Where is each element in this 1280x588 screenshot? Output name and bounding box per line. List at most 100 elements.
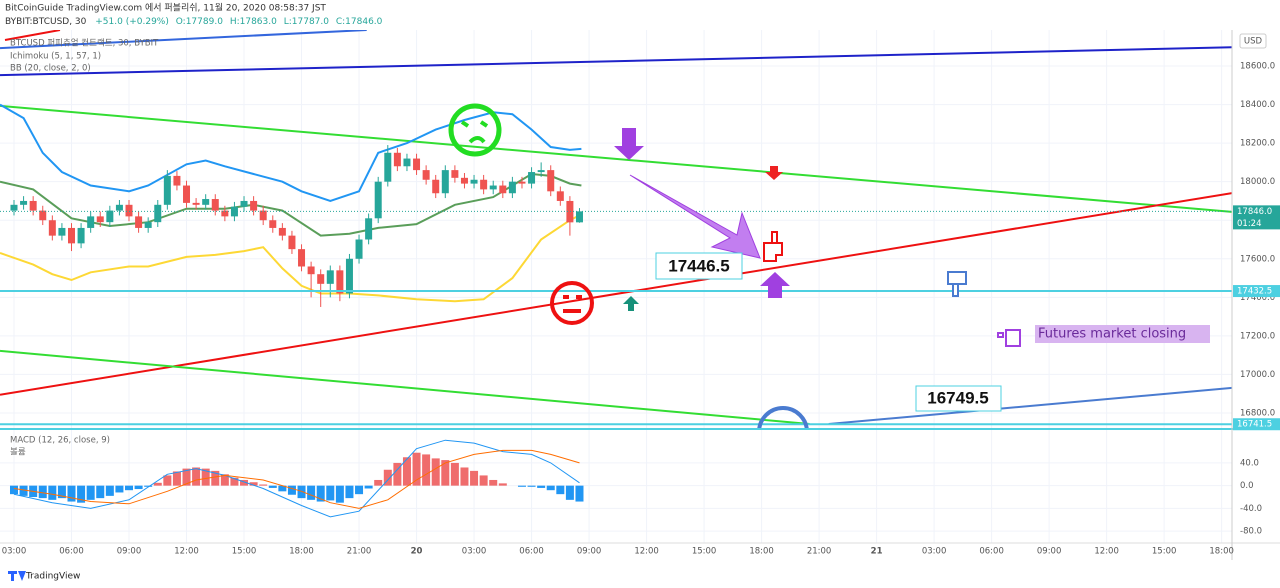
trend-line	[0, 46, 1232, 77]
trend-line	[4, 30, 61, 41]
candle-body	[451, 170, 459, 178]
candle-body	[499, 185, 507, 194]
candle-body	[250, 200, 258, 211]
histogram-bar	[374, 479, 383, 486]
histogram-bar	[220, 474, 229, 486]
x-tick-label: 21:00	[807, 547, 832, 557]
drawings: 17446.5 16749.5 Futures market closing	[448, 103, 1210, 428]
price-label-box	[1233, 418, 1280, 431]
candle-body	[307, 266, 315, 275]
y-tick-label: 17600.0	[1240, 254, 1275, 264]
x-tick-label: 03:00	[2, 547, 27, 557]
change: +51.0 (+0.29%)	[95, 17, 169, 27]
y-tick-label: 18400.0	[1240, 100, 1275, 110]
candle-body	[566, 200, 574, 223]
candle-body	[355, 239, 363, 259]
y-tick-label: -80.0	[1240, 527, 1262, 537]
candle-body	[269, 220, 277, 228]
histogram-bar	[393, 462, 402, 486]
histogram-bar	[268, 485, 277, 488]
arrow-down	[765, 166, 783, 180]
histogram-bar	[201, 468, 210, 486]
histogram-bar	[163, 475, 172, 486]
histogram-bar	[19, 485, 28, 496]
histogram-bar	[460, 467, 469, 486]
histogram-bar	[192, 467, 201, 486]
currency-box[interactable]	[1239, 33, 1267, 49]
y-tick-label: 18000.0	[1240, 177, 1275, 187]
x-tick-label: 21	[871, 547, 883, 557]
histogram-bar	[383, 469, 392, 486]
histogram-bar	[48, 485, 57, 500]
histogram-bar	[307, 485, 316, 500]
y-tick-label: 40.0	[1240, 458, 1259, 468]
histogram-bar	[326, 485, 335, 501]
candle-body	[403, 158, 411, 167]
candle-body	[317, 274, 325, 284]
candle-body	[575, 211, 583, 223]
histogram-bar	[249, 482, 258, 486]
candle-body	[10, 204, 18, 211]
y-tick-label: 17400.0	[1240, 293, 1275, 303]
histogram-bar	[67, 485, 76, 502]
high: H:17863.0	[230, 17, 277, 27]
macd-line	[13, 439, 580, 518]
candle-body	[202, 199, 210, 205]
candle-body	[393, 152, 401, 167]
arrow-up	[623, 296, 639, 311]
hand-icon	[947, 271, 967, 297]
histogram-bar	[575, 485, 584, 502]
candle-body	[163, 175, 171, 205]
histogram-bar	[134, 485, 143, 490]
note-text: Futures market closing	[1038, 327, 1186, 342]
y-tick-label: 0.0	[1240, 481, 1254, 491]
note-box	[1035, 325, 1210, 343]
histogram-bar	[182, 468, 191, 486]
logo: TradingView	[25, 572, 80, 582]
x-tick-label: 15:00	[1152, 547, 1177, 557]
candle-body	[480, 179, 488, 190]
candle-body	[384, 152, 392, 182]
y-tick-label: 17000.0	[1240, 370, 1275, 380]
candle-body	[96, 216, 104, 223]
histogram-bar	[9, 485, 18, 495]
histogram-bar	[355, 485, 364, 495]
arrow-up	[760, 272, 790, 298]
histogram-bar	[77, 485, 86, 503]
candle-body	[518, 181, 526, 184]
candle-body	[144, 222, 152, 228]
candle-body	[240, 200, 248, 207]
candle-body	[77, 227, 85, 244]
pane-title: BTCUSD 퍼피츄얼 컨트랙트, 30, BYBIT	[10, 38, 159, 49]
candle-body	[39, 210, 47, 221]
price-label: 16741.5	[1237, 420, 1272, 430]
candle-body	[556, 191, 564, 201]
x-tick-label: 18:00	[749, 547, 774, 557]
band-line	[0, 103, 582, 203]
trend-line	[0, 192, 1232, 396]
x-tick-label: 06:00	[979, 547, 1004, 557]
currency: USD	[1244, 37, 1263, 47]
candle-body	[183, 185, 191, 203]
price-label: 17432.5	[1237, 287, 1272, 297]
histogram-bar	[96, 485, 105, 499]
candle-body	[48, 220, 56, 236]
y-tick-label: 17200.0	[1240, 331, 1275, 341]
histogram-bar	[345, 485, 354, 499]
candle-body	[20, 200, 28, 205]
axes: 16800.017000.017200.017400.017600.017800…	[2, 62, 1280, 557]
big-arrow	[629, 174, 761, 259]
candle-body	[135, 216, 143, 228]
candle-body	[278, 227, 286, 236]
x-tick-label: 20	[411, 547, 423, 557]
histogram-bar	[287, 485, 296, 495]
y-tick-label: 18200.0	[1240, 139, 1275, 149]
candle-body	[192, 202, 200, 205]
trend-line	[0, 104, 1232, 213]
indicator-label: Ichimoku (5, 1, 57, 1)	[10, 52, 101, 62]
countdown: 01:24	[1237, 219, 1262, 229]
macd-pane	[9, 439, 584, 518]
candle-body	[508, 181, 516, 194]
histogram-bar	[450, 462, 459, 486]
histogram-bar	[125, 485, 134, 491]
